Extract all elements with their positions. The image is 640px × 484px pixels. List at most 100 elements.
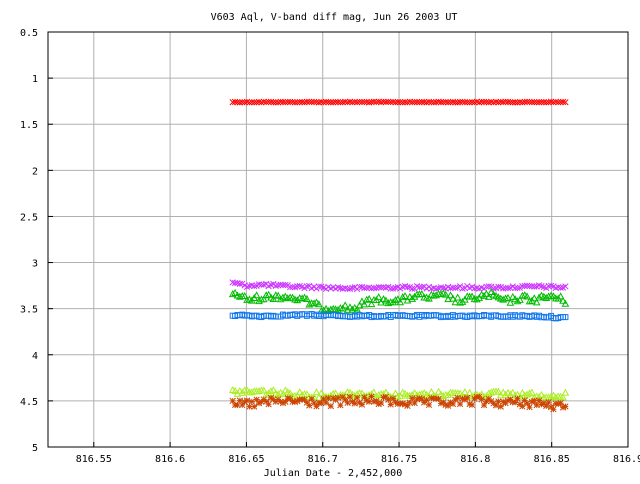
data-point xyxy=(528,98,536,106)
data-point xyxy=(325,98,332,106)
data-point xyxy=(356,98,363,106)
data-point xyxy=(262,291,271,299)
data-point xyxy=(318,98,325,106)
data-point xyxy=(485,99,492,106)
data-point xyxy=(370,98,378,105)
x-axis: 816.55 816.6 816.65 816.7 816.75 816.8 816.85 8… xyxy=(76,442,640,465)
data-point xyxy=(559,98,567,106)
data-point xyxy=(349,99,356,106)
x-axis-label: Julian Date - 2,452,000 xyxy=(264,468,402,479)
data-point xyxy=(504,284,512,292)
data-point xyxy=(544,292,553,300)
data-point xyxy=(508,388,517,396)
data-point xyxy=(397,98,404,106)
data-point xyxy=(282,99,289,106)
data-point xyxy=(427,387,436,395)
y-tick-label: 5 xyxy=(32,443,38,454)
data-point xyxy=(483,98,490,106)
data-point xyxy=(401,292,409,300)
data-point xyxy=(521,282,528,290)
data-point xyxy=(476,99,483,106)
data-point xyxy=(348,305,357,313)
data-point xyxy=(330,284,337,291)
data-point xyxy=(349,284,356,291)
data-point xyxy=(547,282,555,289)
data-point xyxy=(559,296,567,304)
data-point xyxy=(459,285,466,292)
data-point xyxy=(289,283,296,291)
data-point xyxy=(346,98,354,105)
data-point xyxy=(434,387,443,395)
data-point xyxy=(525,389,534,397)
data-point xyxy=(399,99,406,106)
data-point xyxy=(468,292,476,300)
data-point xyxy=(518,291,527,299)
data-point xyxy=(482,289,491,297)
data-point xyxy=(396,298,405,306)
data-point xyxy=(382,98,390,106)
data-point xyxy=(550,98,557,106)
data-point xyxy=(387,98,394,106)
data-point xyxy=(500,98,507,106)
data-point xyxy=(413,283,421,290)
data-point xyxy=(552,98,559,106)
data-point xyxy=(303,294,311,302)
data-point xyxy=(270,99,277,106)
data-point xyxy=(456,98,464,106)
data-point xyxy=(380,98,387,105)
data-point xyxy=(236,99,244,106)
x-tick-label: 816.8 xyxy=(460,454,490,465)
data-point xyxy=(358,389,366,397)
data-point xyxy=(291,99,299,106)
data-point xyxy=(495,99,502,106)
data-point xyxy=(305,300,314,308)
data-point xyxy=(492,98,500,106)
data-point xyxy=(308,98,315,106)
data-point xyxy=(389,98,397,106)
data-point xyxy=(533,99,540,106)
data-point xyxy=(545,282,552,290)
data-point xyxy=(240,291,249,300)
data-point xyxy=(279,98,287,106)
data-point xyxy=(550,283,557,290)
data-point xyxy=(320,99,327,106)
data-point xyxy=(428,98,435,106)
data-point xyxy=(310,299,318,307)
data-point xyxy=(528,283,536,290)
data-point xyxy=(360,300,369,308)
y-tick-label: 1 xyxy=(32,74,38,85)
data-point xyxy=(497,98,504,106)
data-point xyxy=(484,389,493,397)
data-point xyxy=(294,99,301,106)
data-point xyxy=(406,98,413,105)
series-3 xyxy=(228,287,570,315)
data-point xyxy=(557,284,564,291)
data-point xyxy=(260,98,267,106)
data-point xyxy=(487,287,496,295)
data-point xyxy=(296,98,303,106)
data-point xyxy=(519,99,526,106)
y-axis: 0.5 1 1.5 2 2.5 3 3.5 4 4.5 5 xyxy=(20,28,53,454)
data-point xyxy=(282,281,289,289)
data-point xyxy=(236,292,244,300)
data-point xyxy=(449,284,457,291)
data-point xyxy=(478,98,485,105)
data-point xyxy=(274,291,283,299)
data-point xyxy=(416,284,423,291)
data-point xyxy=(318,283,325,290)
data-point xyxy=(251,282,258,290)
data-point xyxy=(559,393,567,401)
data-point xyxy=(269,386,278,394)
data-point xyxy=(255,98,263,106)
data-point xyxy=(562,99,569,106)
data-point xyxy=(452,99,459,106)
data-point xyxy=(461,387,469,395)
data-point xyxy=(351,98,358,106)
data-point xyxy=(538,283,545,290)
data-point xyxy=(231,288,239,296)
data-point xyxy=(330,99,337,106)
data-point xyxy=(236,280,244,287)
data-point xyxy=(535,282,543,289)
data-point xyxy=(521,98,528,106)
